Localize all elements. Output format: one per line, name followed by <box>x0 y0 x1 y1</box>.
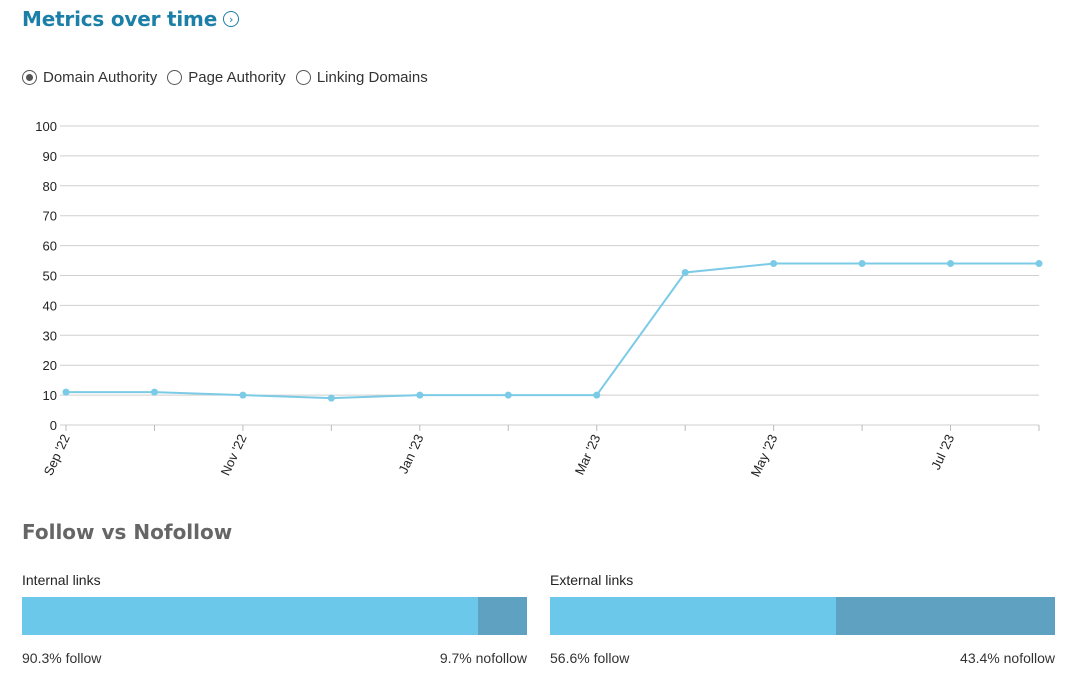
external-links-bar <box>550 597 1055 635</box>
metric-radio-group: Domain Authority Page Authority Linking … <box>22 69 428 86</box>
data-point[interactable] <box>858 260 866 268</box>
external-nofollow-segment <box>835 597 1055 635</box>
metrics-line-chart: 0 10 20 30 40 50 60 70 80 90 100 Sep '22 Nov '22 Jan … <box>35 119 1043 479</box>
radio-page-authority-label: Page Authority <box>188 69 286 86</box>
y-tick-label: 50 <box>43 269 57 284</box>
y-tick-label: 80 <box>43 179 57 194</box>
data-point[interactable] <box>416 391 424 399</box>
data-point[interactable] <box>62 388 70 396</box>
data-point[interactable] <box>327 394 335 402</box>
y-tick-label: 40 <box>43 298 57 313</box>
data-point[interactable] <box>239 391 247 399</box>
data-point[interactable] <box>150 388 158 396</box>
internal-follow-text: 90.3% follow <box>22 650 102 666</box>
internal-links-bar <box>22 597 527 635</box>
data-point[interactable] <box>681 269 689 277</box>
data-point[interactable] <box>1035 260 1043 268</box>
external-links-block: External links 56.6% follow 43.4% nofoll… <box>550 572 1055 666</box>
y-tick-label: 100 <box>35 119 57 134</box>
internal-follow-segment <box>22 597 478 635</box>
internal-links-block: Internal links 90.3% follow 9.7% nofollo… <box>22 572 527 666</box>
x-tick-label: Jan '23 <box>395 432 426 476</box>
radio-linking-domains-label: Linking Domains <box>316 69 428 86</box>
x-tick-label: Jul '23 <box>928 432 957 472</box>
chevron-right-circle-icon[interactable]: › <box>223 11 240 27</box>
data-point[interactable] <box>504 391 512 399</box>
y-tick-label: 90 <box>43 149 57 164</box>
y-tick-label: 20 <box>43 358 57 373</box>
internal-links-label: Internal links <box>22 572 101 588</box>
page-title-text: Metrics over time <box>22 7 218 31</box>
external-follow-segment <box>550 597 836 635</box>
radio-linking-domains-circle[interactable] <box>295 70 311 85</box>
radio-domain-authority-label: Domain Authority <box>43 69 158 86</box>
radio-domain-authority-circle[interactable] <box>22 70 37 85</box>
external-follow-text: 56.6% follow <box>550 650 630 666</box>
follow-section-title: Follow vs Nofollow <box>22 520 233 544</box>
radio-domain-authority[interactable]: Domain Authority <box>22 69 157 86</box>
x-tick-label: Sep '22 <box>41 432 73 478</box>
internal-nofollow-text: 9.7% nofollow <box>439 650 527 666</box>
y-tick-label: 10 <box>43 388 57 403</box>
data-point[interactable] <box>593 391 601 399</box>
series-line <box>66 262 1039 400</box>
page-title: Metrics over time › <box>22 7 240 31</box>
y-tick-label: 70 <box>43 209 57 224</box>
y-tick-label: 60 <box>43 239 57 254</box>
radio-page-authority[interactable]: Page Authority <box>167 69 286 86</box>
x-tick-label: May '23 <box>748 432 781 479</box>
radio-linking-domains[interactable]: Linking Domains <box>295 69 428 86</box>
x-tick-label: Nov '22 <box>218 432 250 478</box>
external-links-label: External links <box>550 572 634 588</box>
x-tick-label: Mar '23 <box>572 432 604 477</box>
data-point[interactable] <box>770 260 778 268</box>
internal-nofollow-segment <box>478 597 527 635</box>
y-tick-label: 30 <box>43 328 57 343</box>
y-tick-label: 0 <box>50 418 57 433</box>
data-point[interactable] <box>947 260 955 268</box>
external-nofollow-text: 43.4% nofollow <box>960 650 1055 666</box>
radio-page-authority-circle[interactable] <box>167 70 183 85</box>
